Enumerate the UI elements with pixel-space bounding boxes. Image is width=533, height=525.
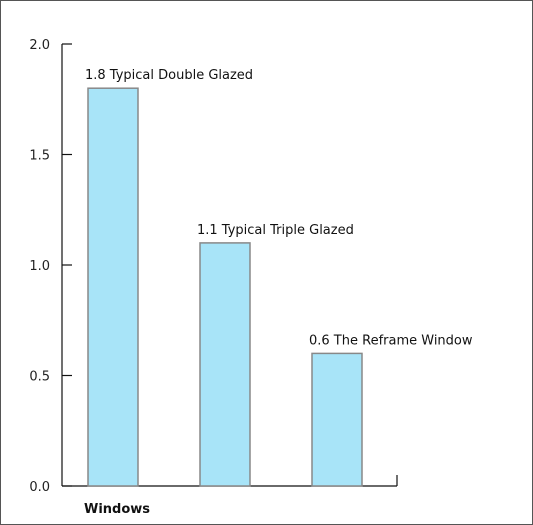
y-tick-label: 1.5	[29, 149, 50, 164]
y-tick-label: 2.0	[29, 38, 50, 53]
bars	[87, 87, 363, 487]
bar	[199, 242, 251, 487]
bar	[87, 87, 139, 487]
x-axis-title: Windows	[84, 502, 150, 517]
bar-data-label: 0.6 The Reframe Window	[309, 333, 473, 348]
data-labels: 1.8 Typical Double Glazed 1.1 Typical Tri…	[85, 68, 473, 348]
y-tick-label: 0.5	[29, 370, 50, 385]
bar-data-label: 1.1 Typical Triple Glazed	[197, 223, 354, 238]
bar	[311, 352, 363, 487]
y-tick-label: 0.0	[29, 480, 50, 495]
bar-data-label: 1.8 Typical Double Glazed	[85, 68, 253, 83]
y-tick-label: 1.0	[29, 259, 50, 274]
y-ticks: 0.0 0.5 1.0 1.5 2.0	[29, 38, 72, 495]
